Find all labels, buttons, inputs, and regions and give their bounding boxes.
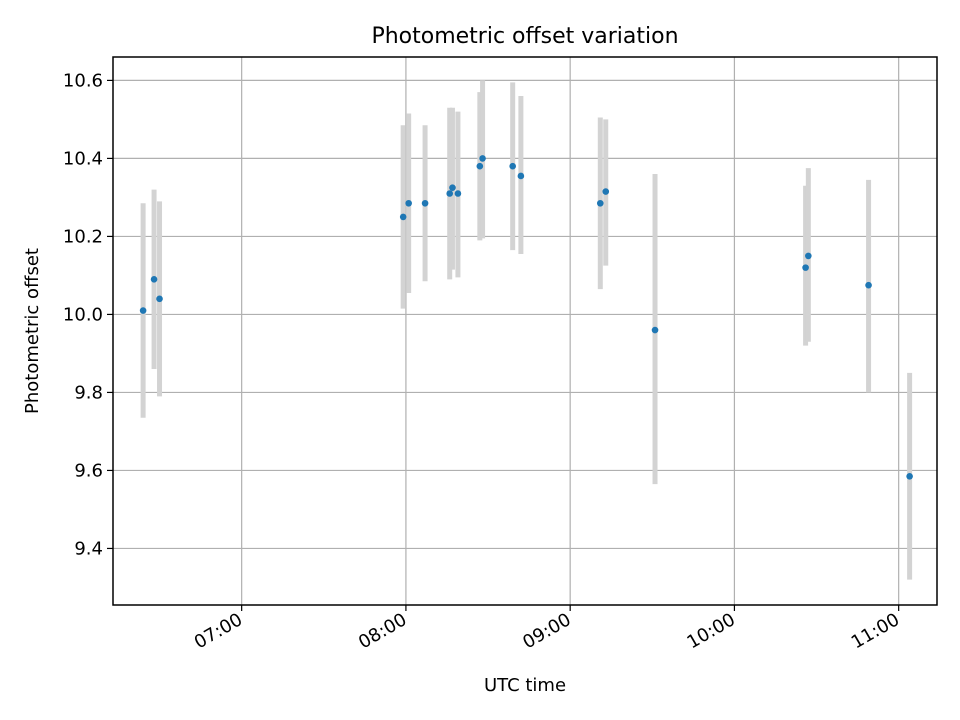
data-points [139, 155, 913, 480]
data-point [156, 295, 163, 303]
data-point [476, 162, 484, 170]
data-point [805, 252, 812, 260]
grid-layer [113, 57, 937, 605]
x-tick-label: 08:00 [355, 609, 410, 653]
data-point [446, 190, 454, 197]
data-point [651, 326, 659, 334]
y-tick-label: 10.6 [63, 70, 103, 91]
y-tick-label: 9.8 [74, 382, 103, 403]
y-axis-label: Photometric offset [22, 248, 43, 414]
data-point [421, 199, 429, 207]
data-point [150, 276, 158, 283]
data-point [399, 213, 407, 221]
data-point [449, 184, 456, 191]
x-tick-label: 10:00 [683, 609, 738, 653]
data-point [802, 264, 809, 271]
data-point [509, 162, 516, 170]
axis-ticks: 9.4 9.6 9.8 10.0 10.2 10.4 10.6 07:00 08:00 09:00… [63, 70, 903, 653]
data-point [405, 199, 412, 207]
data-point [596, 199, 604, 207]
data-point [139, 307, 147, 314]
data-point [602, 188, 610, 195]
y-tick-label: 10.4 [63, 148, 103, 169]
chart-title: Photometric offset variation [371, 24, 678, 49]
x-axis-label: UTC time [484, 675, 566, 696]
y-tick-label: 9.6 [74, 460, 103, 481]
data-point [865, 281, 872, 289]
y-tick-label: 10.2 [63, 226, 103, 247]
error-bars [140, 80, 913, 580]
y-tick-label: 9.4 [74, 538, 103, 559]
data-point [906, 472, 913, 480]
data-point [454, 190, 462, 197]
x-tick-label: 07:00 [191, 609, 246, 653]
data-point [517, 172, 525, 180]
plot-frame [112, 56, 938, 606]
y-tick-label: 10.0 [63, 304, 103, 325]
x-tick-label: 09:00 [519, 609, 574, 653]
x-tick-label: 11:00 [848, 609, 903, 653]
data-point [479, 155, 486, 162]
